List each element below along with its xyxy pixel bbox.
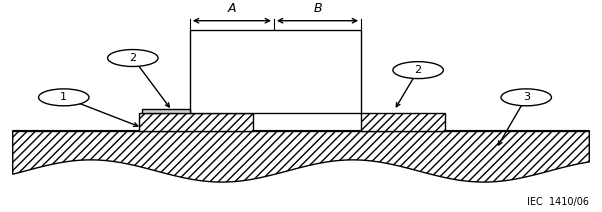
Bar: [142, 109, 190, 113]
Text: 2: 2: [129, 53, 137, 63]
Circle shape: [393, 62, 443, 79]
Text: 2: 2: [415, 65, 421, 75]
Circle shape: [501, 89, 551, 106]
Text: 3: 3: [523, 92, 530, 102]
Text: 1: 1: [60, 92, 67, 102]
Circle shape: [39, 89, 89, 106]
Text: B: B: [313, 2, 322, 15]
Polygon shape: [13, 131, 589, 182]
Bar: [190, 30, 361, 113]
Bar: [361, 113, 445, 131]
Text: A: A: [228, 2, 236, 15]
Circle shape: [108, 50, 158, 67]
Text: IEC  1410/06: IEC 1410/06: [527, 197, 589, 207]
Bar: [139, 113, 253, 131]
